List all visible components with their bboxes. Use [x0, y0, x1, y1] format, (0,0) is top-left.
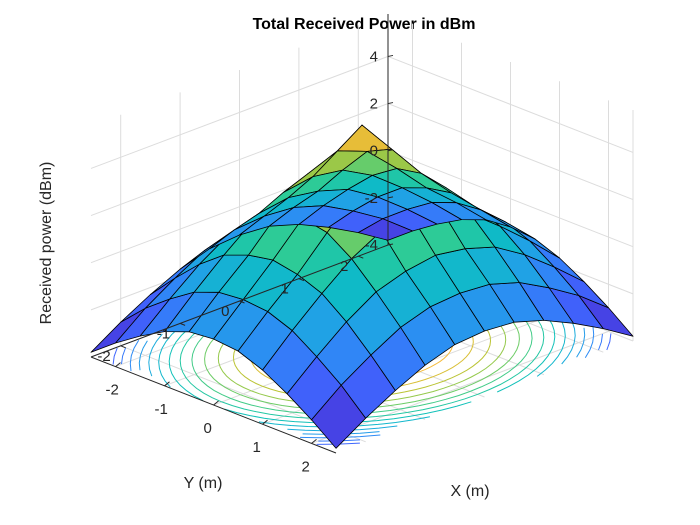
y-tick-mark	[298, 278, 305, 282]
z-tick-label: 0	[370, 143, 378, 160]
z-tick-mark	[387, 243, 394, 246]
x-tick-label: -2	[106, 382, 119, 399]
y-tick-label: -1	[157, 325, 170, 342]
x-tick-mark	[262, 419, 268, 425]
y-tick-label: 0	[221, 303, 229, 320]
z-tick-mark	[387, 196, 394, 199]
y-axis-label: Y (m)	[184, 475, 223, 492]
z-axis-label: Received power (dBm)	[38, 162, 55, 325]
z-tick-mark	[387, 54, 394, 57]
x-tick-mark	[311, 439, 317, 444]
surface-face	[357, 218, 413, 241]
z-tick-mark	[387, 102, 394, 105]
surface-face	[337, 124, 393, 152]
x-tick-mark	[213, 400, 219, 406]
x-tick-label: 2	[302, 458, 310, 475]
surface-mesh	[90, 124, 634, 449]
y-tick-mark	[239, 300, 245, 304]
x-tick-mark	[164, 381, 170, 387]
x-tick-label: -1	[155, 401, 168, 418]
y-tick-mark	[120, 345, 126, 349]
y-tick-label: 1	[281, 281, 289, 298]
z-tick-label: 2	[370, 96, 378, 113]
x-tick-label: 0	[204, 420, 212, 437]
y-tick-mark	[358, 255, 364, 259]
chart-title: Total Received Power in dBm	[253, 16, 476, 33]
y-tick-mark	[179, 322, 186, 326]
z-tick-mark	[387, 149, 394, 152]
x-tick-label: 1	[253, 439, 261, 456]
x-tick-mark	[115, 362, 121, 367]
z-tick-label: 4	[370, 48, 378, 65]
y-tick-label: 2	[340, 258, 348, 275]
z-tick-label: -2	[365, 190, 378, 207]
x-axis-label: X (m)	[450, 483, 489, 500]
